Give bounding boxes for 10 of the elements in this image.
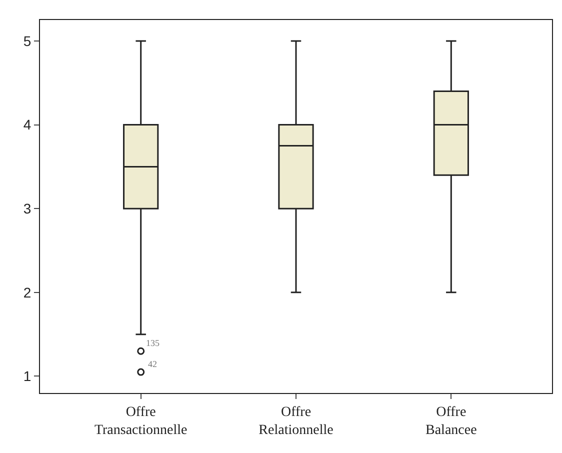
x-tick-label: Offre Transactionnelle [94,404,188,438]
y-tick-label: 4 [23,116,32,133]
y-tick-label: 2 [23,284,32,300]
y-tick-label: 5 [23,32,32,49]
x-tick-label: Offre Balancee [426,404,477,438]
y-tick-label: 3 [23,200,32,216]
annotation: 135 [146,338,160,348]
y-tick-label: 1 [23,368,32,384]
x-tick-label: Offre Relationnelle [258,404,334,438]
annotation: 42 [148,359,157,369]
